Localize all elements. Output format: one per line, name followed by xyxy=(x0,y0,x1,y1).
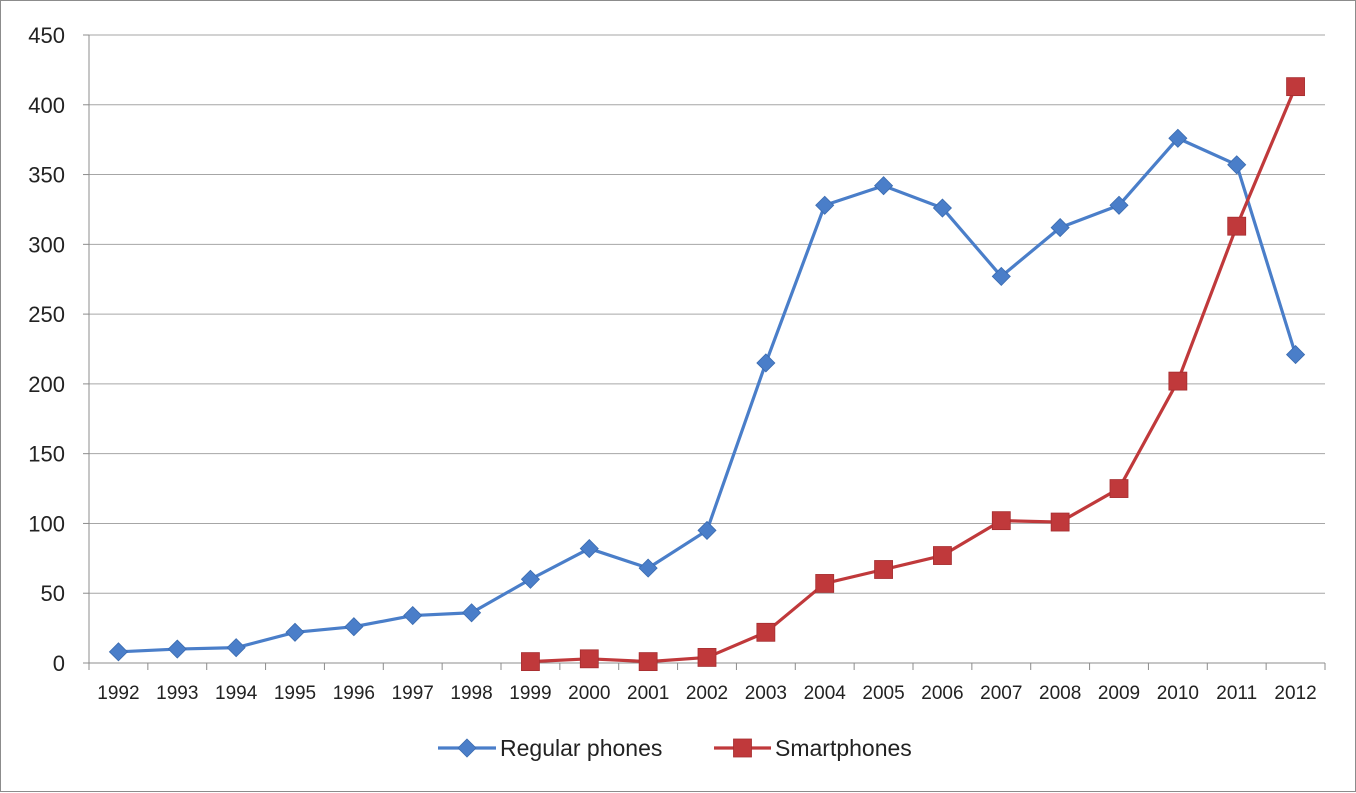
data-point-regular-phones-1996 xyxy=(344,617,364,637)
y-tick-label: 350 xyxy=(28,163,65,188)
legend-marker-smartphones xyxy=(733,738,752,758)
x-tick-label: 2002 xyxy=(686,683,728,704)
x-tick-label: 2007 xyxy=(980,683,1022,704)
data-point-smartphones-2007 xyxy=(991,511,1011,531)
series-smartphones xyxy=(521,77,1305,672)
data-point-smartphones-2003 xyxy=(756,622,776,642)
x-tick-label: 1995 xyxy=(274,683,316,704)
data-point-regular-phones-2007 xyxy=(991,266,1011,286)
x-tick-label: 1996 xyxy=(333,683,375,704)
data-point-regular-phones-2009 xyxy=(1109,195,1129,215)
legend-marker-shape xyxy=(733,738,752,758)
data-point-smartphones-2000 xyxy=(579,649,599,669)
data-point-regular-phones-1997 xyxy=(403,605,423,626)
data-point-regular-phones-2008 xyxy=(1050,218,1070,238)
data-point-regular-phones-1998 xyxy=(462,603,482,623)
data-point-regular-phones-2010 xyxy=(1168,128,1188,148)
x-tick-label: 1997 xyxy=(392,683,434,704)
data-point-smartphones-2004 xyxy=(815,574,835,593)
data-point-regular-phones-2012 xyxy=(1286,345,1306,365)
y-tick-label: 50 xyxy=(41,581,65,606)
data-point-smartphones-2001 xyxy=(638,652,658,672)
x-tick-label: 1993 xyxy=(156,683,198,704)
x-tick-label: 2009 xyxy=(1098,683,1140,704)
data-point-smartphones-1999 xyxy=(521,652,540,672)
x-tick-label: 2000 xyxy=(568,683,610,704)
x-tick-label: 2010 xyxy=(1157,683,1199,704)
data-point-regular-phones-2002 xyxy=(697,520,717,540)
data-point-smartphones-2006 xyxy=(933,546,952,565)
legend-label-regular-phones: Regular phones xyxy=(500,735,662,761)
data-point-regular-phones-1999 xyxy=(520,569,540,589)
y-tick-label: 400 xyxy=(28,93,65,118)
data-point-regular-phones-2000 xyxy=(579,538,599,559)
data-point-smartphones-2010 xyxy=(1168,371,1188,391)
x-tick-label: 1992 xyxy=(97,683,139,704)
series-layer xyxy=(108,77,1306,672)
data-point-regular-phones-1993 xyxy=(167,639,187,659)
data-point-smartphones-2005 xyxy=(874,560,893,579)
data-point-regular-phones-2003 xyxy=(756,353,776,373)
legend-marker-regular-phones xyxy=(457,738,477,758)
data-point-regular-phones-2001 xyxy=(638,558,658,578)
data-point-regular-phones-1994 xyxy=(226,638,246,658)
x-tick-label: 2003 xyxy=(745,683,787,704)
gridlines xyxy=(89,34,1325,594)
data-point-smartphones-2002 xyxy=(697,648,717,667)
series-regular-phones xyxy=(108,128,1306,662)
x-tick-label: 2006 xyxy=(921,683,963,704)
data-point-smartphones-2008 xyxy=(1050,512,1070,532)
x-tick-label: 1994 xyxy=(215,683,258,704)
y-tick-label: 200 xyxy=(28,372,65,397)
data-point-smartphones-2011 xyxy=(1227,216,1247,236)
data-point-regular-phones-2005 xyxy=(874,176,894,196)
data-point-regular-phones-2004 xyxy=(815,195,835,215)
legend-label-smartphones: Smartphones xyxy=(775,735,912,761)
legend: Regular phones Smartphones xyxy=(438,735,912,761)
x-tick-label: 1998 xyxy=(450,683,492,704)
series-line-regular-phones xyxy=(118,136,1298,654)
y-tick-label: 0 xyxy=(53,651,65,676)
data-point-regular-phones-1992 xyxy=(108,642,128,662)
data-point-regular-phones-1995 xyxy=(285,622,305,642)
x-tick-label: 2011 xyxy=(1216,683,1257,704)
series-line-smartphones xyxy=(530,86,1298,664)
axes: 0 50 100 150 200 250 300 350 400 450 1992 1993 1994 1… xyxy=(28,23,1326,704)
y-tick-label: 150 xyxy=(28,442,65,467)
y-tick-label: 250 xyxy=(28,302,65,327)
data-point-regular-phones-2006 xyxy=(932,198,952,218)
y-tick-label: 300 xyxy=(28,232,65,257)
y-tick-label: 450 xyxy=(28,23,65,48)
data-point-regular-phones-2011 xyxy=(1227,155,1247,175)
x-tick-label: 2004 xyxy=(804,683,847,704)
data-point-smartphones-2012 xyxy=(1286,77,1305,97)
x-tick-label: 1999 xyxy=(509,683,551,704)
x-tick-label: 2012 xyxy=(1274,683,1316,704)
y-tick-label: 100 xyxy=(28,511,65,536)
x-tick-label: 2001 xyxy=(627,683,669,704)
x-tick-label: 2005 xyxy=(862,683,904,704)
data-point-smartphones-2009 xyxy=(1109,479,1129,498)
x-tick-label: 2008 xyxy=(1039,683,1081,704)
legend-marker-shape xyxy=(457,738,477,758)
